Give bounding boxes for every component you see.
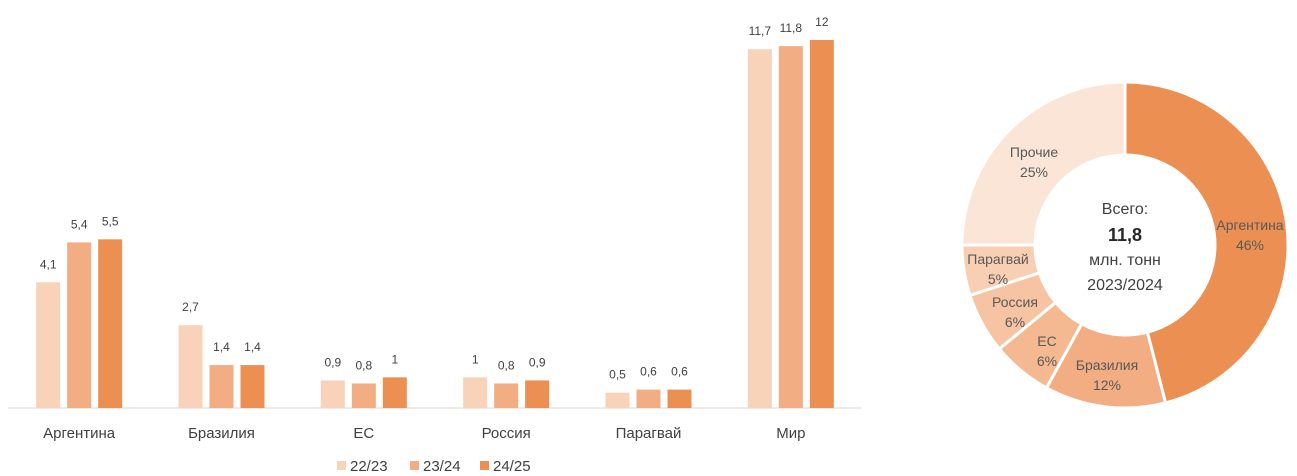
bar-4-22-23 (463, 377, 487, 408)
slice-name-label: Парагвай (967, 251, 1028, 267)
data-label: 0,9 (529, 355, 546, 369)
bar-chart: 4,1 5,4 5,5 Аргентина 2,7 1,4 1,4 Бразилия 0,9 0,… (8, 15, 862, 442)
bar-1-22-23 (36, 282, 60, 408)
x-tick-label: Мир (776, 425, 805, 442)
x-tick-label: Парагвай (616, 425, 682, 442)
legend-swatch (337, 461, 346, 470)
x-tick-label: Аргентина (43, 425, 116, 442)
x-tick-label: Россия (482, 425, 531, 442)
donut-chart: Аргентина 46% Бразилия 12% ЕС 6% Россия 6% Параг… (962, 82, 1288, 408)
data-label: 5,4 (71, 217, 88, 231)
legend-swatch (410, 461, 419, 470)
center-value: 11,8 (1108, 225, 1142, 245)
data-label: 0,9 (324, 355, 341, 369)
slice-name-label: Бразилия (1076, 357, 1138, 373)
slice-name-label: Прочие (1010, 144, 1058, 160)
bar-3-22-23 (321, 380, 345, 408)
slice-percent-label: 6% (1037, 353, 1057, 369)
data-label: 5,5 (102, 214, 119, 228)
data-label: 4,1 (40, 257, 57, 271)
data-label: 1,4 (213, 340, 230, 354)
data-label: 11,7 (749, 24, 772, 38)
slice-name-label: Россия (992, 294, 1038, 310)
data-label: 0,5 (609, 368, 626, 382)
bar-6-24-25 (810, 40, 834, 408)
data-label: 0,6 (671, 365, 688, 379)
bar-2-24-25 (241, 365, 265, 408)
data-label: 0,8 (498, 358, 515, 372)
legend-label: 24/25 (493, 458, 531, 475)
bar-6-22-23 (748, 49, 772, 408)
center-period: 2023/2024 (1087, 277, 1163, 294)
bar-2-22-23 (179, 325, 203, 408)
bar-4-24-25 (525, 380, 549, 408)
data-label: 0,6 (640, 365, 657, 379)
slice-name-label: Аргентина (1216, 217, 1283, 233)
data-label: 0,8 (355, 358, 372, 372)
slice-percent-label: 46% (1236, 237, 1264, 253)
center-unit: млн. тонн (1089, 252, 1161, 269)
slice-percent-label: 6% (1005, 314, 1025, 330)
data-label: 1,4 (244, 340, 261, 354)
data-label: 11,8 (780, 21, 803, 35)
bar-5-22-23 (606, 393, 630, 408)
data-label: 12 (815, 15, 829, 29)
slice-percent-label: 25% (1020, 164, 1048, 180)
bar-5-24-25 (668, 390, 692, 408)
slice-name-label: ЕС (1037, 333, 1056, 349)
bar-2-23-24 (210, 365, 234, 408)
x-tick-label: Бразилия (188, 425, 255, 442)
bar-1-24-25 (98, 239, 122, 408)
legend-label: 23/24 (423, 458, 461, 475)
slice-percent-label: 5% (988, 271, 1008, 287)
slice-percent-label: 12% (1093, 377, 1121, 393)
bar-1-23-24 (67, 242, 91, 408)
legend-label: 22/23 (350, 458, 388, 475)
bar-3-24-25 (383, 377, 407, 408)
bar-4-23-24 (494, 383, 518, 408)
data-label: 1 (391, 352, 398, 366)
data-label: 2,7 (182, 300, 199, 314)
data-label: 1 (472, 352, 479, 366)
legend: 22/23 23/24 24/25 (337, 458, 531, 475)
bar-6-23-24 (779, 46, 803, 408)
bar-5-23-24 (637, 390, 661, 408)
center-title: Всего: (1102, 201, 1148, 218)
x-tick-label: ЕС (353, 425, 374, 442)
legend-swatch (480, 461, 489, 470)
bar-3-23-24 (352, 383, 376, 408)
